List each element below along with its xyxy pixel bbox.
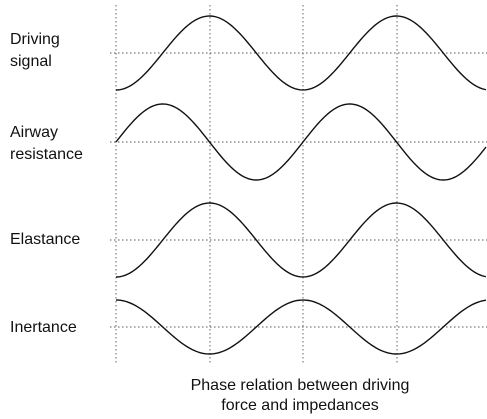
caption: Phase relation between driving bbox=[191, 377, 410, 394]
guides bbox=[110, 5, 487, 365]
label: Elastance bbox=[10, 231, 80, 248]
caption: force and impedances bbox=[221, 397, 378, 414]
label: Driving bbox=[10, 31, 60, 48]
label: Inertance bbox=[10, 319, 77, 336]
waveform bbox=[115, 299, 487, 355]
label: Airway bbox=[10, 124, 58, 141]
waveform bbox=[115, 103, 487, 181]
waveform bbox=[115, 15, 487, 91]
label: signal bbox=[10, 53, 52, 70]
waves bbox=[115, 15, 487, 355]
label: resistance bbox=[10, 146, 83, 163]
waveform bbox=[115, 202, 487, 278]
